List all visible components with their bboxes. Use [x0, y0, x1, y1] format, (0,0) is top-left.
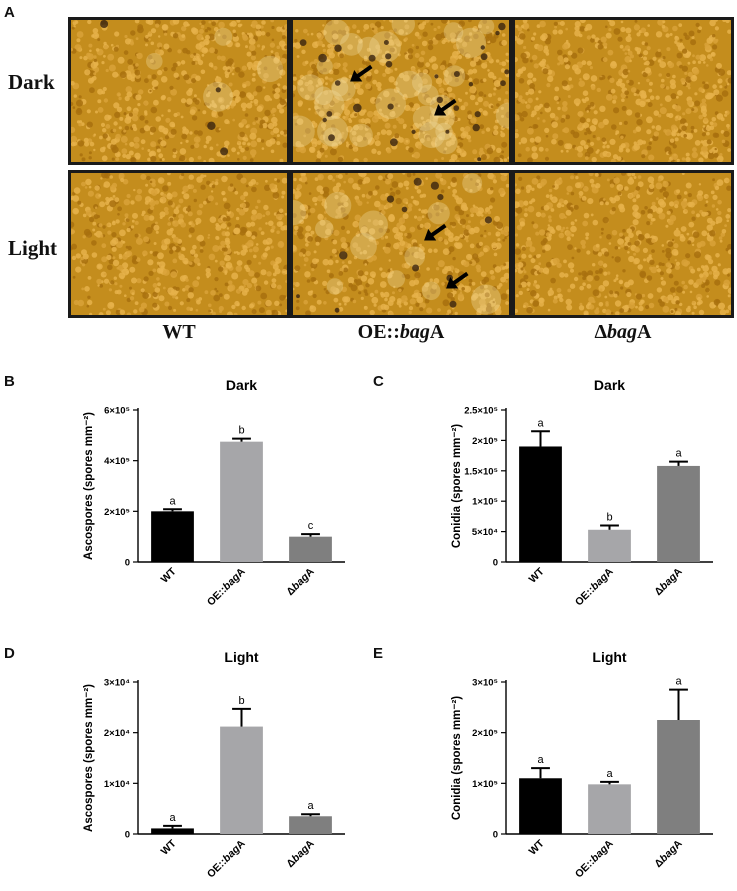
- arrow-icon: [350, 64, 373, 82]
- bar: [588, 529, 631, 562]
- micrograph-texture: [515, 173, 731, 315]
- chart-title: Dark: [594, 377, 625, 393]
- panel-letter-b: B: [4, 373, 15, 390]
- x-tick-label: WT: [527, 837, 547, 857]
- y-axis-label: Conidia (spores mm⁻²): [451, 696, 463, 820]
- y-tick-label: 5×10⁴: [472, 527, 498, 538]
- micrograph-texture: [515, 20, 731, 162]
- row-label-light: Light: [8, 236, 58, 260]
- significance-label: a: [675, 448, 682, 460]
- micrograph-dark-delta-baga: [512, 17, 734, 165]
- micrograph-texture: [71, 173, 287, 315]
- y-tick-label: 0: [125, 830, 130, 841]
- bar: [151, 511, 194, 562]
- panel-letter-e: E: [373, 645, 384, 662]
- y-tick-label: 2×10⁴: [104, 728, 130, 739]
- bar: [657, 465, 700, 562]
- x-tick-label: ΔbagA: [652, 837, 685, 870]
- significance-label: c: [308, 520, 314, 532]
- micrograph-light-oe-baga: [290, 170, 512, 318]
- micrograph-dark-oe-baga: [290, 17, 512, 165]
- y-tick-label: 1×10⁵: [472, 497, 498, 508]
- bar: [588, 784, 631, 834]
- micrograph-light-delta-baga: [512, 170, 734, 318]
- arrow-icon: [446, 271, 469, 289]
- y-tick-label: 2×10⁵: [104, 507, 130, 518]
- panel-letter-d: D: [4, 645, 15, 662]
- y-tick-label: 6×10⁵: [104, 406, 130, 417]
- bar: [519, 446, 562, 562]
- significance-label: b: [238, 695, 244, 707]
- y-tick-label: 0: [493, 830, 498, 841]
- y-tick-label: 0: [493, 558, 498, 569]
- col-label-oe-baga: OE::bagA: [357, 321, 445, 343]
- y-tick-label: 3×10⁵: [472, 678, 498, 689]
- x-tick-label: OE::bagA: [205, 565, 248, 608]
- bar: [519, 778, 562, 834]
- micrograph-texture: [293, 20, 509, 162]
- y-tick-label: 4×10⁵: [104, 456, 130, 467]
- significance-label: a: [307, 800, 314, 812]
- y-tick-label: 2.5×10⁵: [464, 406, 498, 417]
- bar: [657, 720, 700, 834]
- y-axis-label: Ascospores (spores mm⁻²): [83, 412, 95, 560]
- bar: [151, 828, 194, 834]
- significance-label: a: [675, 676, 682, 688]
- y-axis-label: Ascospores (spores mm⁻²): [83, 684, 95, 832]
- panel-letter-a: A: [4, 4, 15, 21]
- chart-e: Light 0 1×10⁵ 2×10⁵ 3×10⁵ Conidia (spores mm⁻…: [451, 649, 713, 880]
- arrow-icon: [434, 98, 457, 116]
- significance-label: a: [537, 417, 544, 429]
- chart-c: Dark 0 5×10⁴ 1×10⁵ 1.5×10⁵ 2×10⁵ 2.5×10⁵Conidi…: [451, 377, 713, 608]
- micrograph-light-wt: [68, 170, 290, 318]
- y-tick-label: 3×10⁴: [104, 678, 130, 689]
- significance-label: a: [169, 812, 176, 824]
- bar: [289, 816, 332, 834]
- y-tick-label: 1.5×10⁵: [464, 466, 498, 477]
- y-tick-label: 2×10⁵: [472, 728, 498, 739]
- y-tick-label: 2×10⁵: [472, 436, 498, 447]
- x-tick-label: WT: [159, 837, 179, 857]
- bar: [220, 726, 263, 834]
- significance-label: a: [606, 768, 613, 780]
- row-label-dark: Dark: [8, 70, 55, 94]
- col-label-wt: WT: [162, 321, 196, 343]
- bar: [289, 536, 332, 562]
- chart-title: Light: [224, 649, 259, 665]
- y-tick-label: 1×10⁵: [472, 779, 498, 790]
- x-tick-label: OE::bagA: [205, 837, 248, 880]
- panel-letter-c: C: [373, 373, 384, 390]
- y-tick-label: 0: [125, 558, 130, 569]
- significance-label: a: [537, 754, 544, 766]
- x-tick-label: OE::bagA: [573, 565, 616, 608]
- x-tick-label: WT: [159, 565, 179, 585]
- chart-b: Dark 0 2×10⁵ 4×10⁵ 6×10⁵ Ascospores (spores m…: [83, 377, 345, 608]
- x-tick-label: ΔbagA: [284, 837, 317, 870]
- chart-title: Light: [592, 649, 627, 665]
- y-axis-label: Conidia (spores mm⁻²): [451, 424, 463, 548]
- chart-title: Dark: [226, 377, 257, 393]
- x-tick-label: OE::bagA: [573, 837, 616, 880]
- y-tick-label: 1×10⁴: [104, 779, 130, 790]
- chart-d: Light 0 1×10⁴ 2×10⁴ 3×10⁴ Ascospores (spores …: [83, 649, 345, 880]
- significance-label: a: [169, 495, 176, 507]
- arrow-icon: [424, 223, 447, 241]
- bar: [220, 441, 263, 562]
- x-tick-label: WT: [527, 565, 547, 585]
- micrograph-texture: [293, 173, 509, 315]
- col-label-delta-baga: ΔbagA: [594, 321, 652, 343]
- x-tick-label: ΔbagA: [284, 565, 317, 598]
- significance-label: b: [238, 425, 244, 437]
- significance-label: b: [606, 512, 612, 524]
- x-tick-label: ΔbagA: [652, 565, 685, 598]
- micrograph-dark-wt: [68, 17, 290, 165]
- micrograph-texture: [71, 20, 287, 162]
